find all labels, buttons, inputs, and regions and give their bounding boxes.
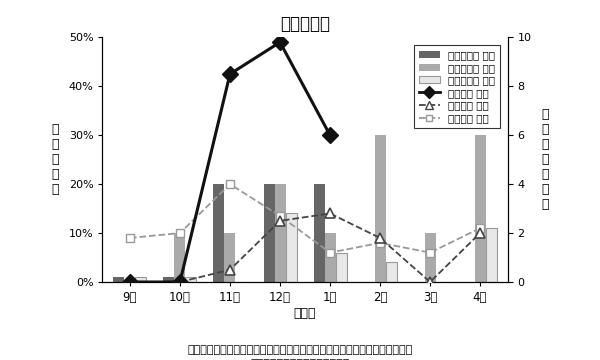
発病株率 前年 — [226, 267, 233, 272]
Title: うどんこ病: うどんこ病 — [280, 15, 330, 33]
Text: （令和５年９月～令和６年１月）: （令和５年９月～令和６年１月） — [250, 359, 350, 360]
発病株率 本年 — [277, 40, 284, 44]
Line: 発病株率 平年: 発病株率 平年 — [126, 180, 484, 257]
Bar — [185, 277, 196, 282]
発病株率 前年 — [376, 236, 383, 240]
発病株率 前年 — [476, 231, 484, 235]
発病株率 平年 — [127, 236, 134, 240]
Bar — [163, 277, 175, 282]
Bar — [214, 184, 224, 282]
Bar — [314, 184, 325, 282]
Bar — [475, 135, 485, 282]
発病株率 前年 — [427, 280, 434, 284]
Bar — [113, 277, 124, 282]
Bar — [374, 135, 386, 282]
X-axis label: 調査月: 調査月 — [294, 307, 316, 320]
Bar — [263, 184, 275, 282]
Bar — [175, 233, 185, 282]
Bar — [325, 233, 335, 282]
Y-axis label: 被
害
株
率
（
％
）: 被 害 株 率 （ ％ ） — [542, 108, 549, 211]
Bar — [275, 184, 286, 282]
発病株率 本年 — [176, 280, 184, 284]
Bar — [286, 213, 296, 282]
Bar — [136, 277, 146, 282]
発病株率 前年 — [277, 219, 284, 223]
発病株率 平年 — [176, 231, 184, 235]
Bar — [224, 233, 235, 282]
発病株率 平年 — [376, 241, 383, 245]
発病株率 平年 — [476, 226, 484, 230]
Line: 発病株率 前年: 発病株率 前年 — [175, 209, 485, 287]
Bar — [335, 253, 347, 282]
発病株率 平年 — [277, 214, 284, 218]
Bar — [386, 262, 397, 282]
発病株率 前年 — [176, 280, 184, 284]
Text: 図１　病害虫発生予察巡回調査でのイチゴにおけるうどんこ病の発生圃場率: 図１ 病害虫発生予察巡回調査でのイチゴにおけるうどんこ病の発生圃場率 — [187, 345, 413, 355]
発病株率 前年 — [326, 211, 334, 216]
発病株率 本年 — [127, 280, 134, 284]
発病株率 平年 — [326, 251, 334, 255]
Y-axis label: 発
生
圃
場
率: 発 生 圃 場 率 — [51, 123, 59, 196]
Bar — [425, 233, 436, 282]
発病株率 平年 — [427, 251, 434, 255]
発病株率 本年 — [326, 133, 334, 138]
Legend: 発生圃場率 本年, 発生圃場率 前年, 発生圃場率 平年, 発病株率 本年, 発病株率 前年, 発病株率 平年: 発生圃場率 本年, 発生圃場率 前年, 発生圃場率 平年, 発病株率 本年, 発… — [414, 45, 500, 129]
発病株率 平年 — [226, 182, 233, 186]
発病株率 本年 — [226, 72, 233, 76]
Line: 発病株率 本年: 発病株率 本年 — [124, 37, 335, 288]
Bar — [485, 228, 497, 282]
